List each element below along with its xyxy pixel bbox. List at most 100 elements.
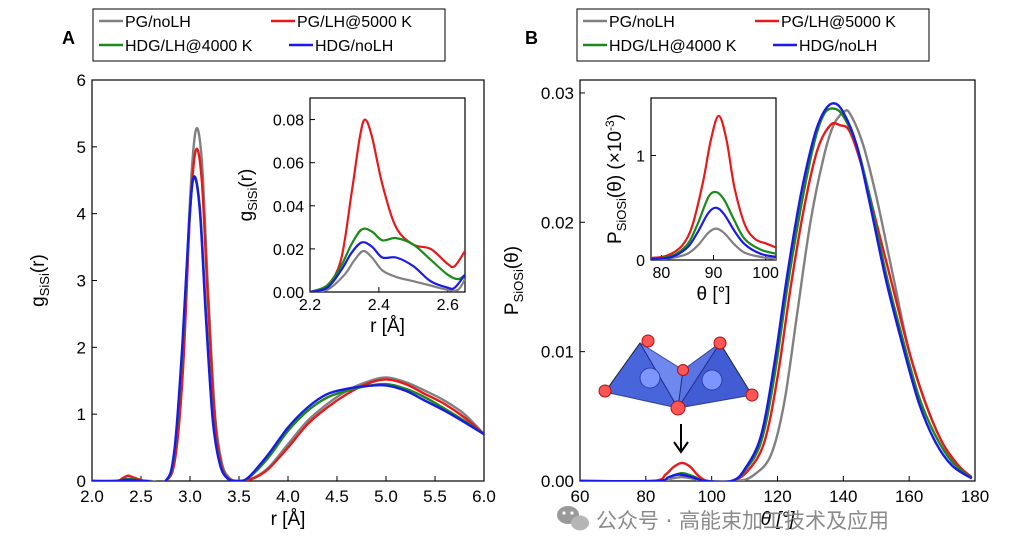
series-line-hdg-lh-4000-k xyxy=(92,175,484,481)
y-tick-label: 6 xyxy=(77,71,86,90)
y-axis-label: PSiOSi(θ) xyxy=(502,246,526,315)
series-group xyxy=(92,127,484,481)
y-axis-label-tail: (r) xyxy=(28,254,49,273)
x-tick-label: 160 xyxy=(895,487,923,506)
plot-a-inset: 2.2 2.4 2.6 0.00 0.02 0.04 0.06 0.08 r [Å] gSiSi(… xyxy=(236,97,466,337)
series-line-pg-lh-5000-k xyxy=(651,114,776,259)
panel-label-b: B xyxy=(525,28,538,48)
oxygen-atom xyxy=(745,388,759,402)
y-axis-label-tail: (θ) xyxy=(502,246,523,269)
y-axis-label-tail: (r) xyxy=(236,169,257,188)
series-line-hdg-lh-4000-k xyxy=(651,190,776,260)
x-tick-label: 2.5 xyxy=(129,487,153,506)
x-tick-label: 60 xyxy=(571,487,590,506)
series-group xyxy=(651,114,776,260)
plot-a-main: 2.0 2.5 3.0 3.5 4.0 4.5 5.0 5.5 6.0 0 1 2 3 4 5 6 r [Å] g… xyxy=(28,71,496,530)
plot-b-inset: 80 90 100 0 1 θ [°] PSiOSi(θ) (×10-3) xyxy=(603,97,779,305)
series-group xyxy=(310,118,465,292)
x-axis-label: θ [°] xyxy=(696,284,730,305)
y-axis-label: PSiOSi(θ) (×10-3) xyxy=(603,114,629,244)
series-line-pg-lh-5000-k xyxy=(310,118,465,292)
y-tick-label: 0.00 xyxy=(541,472,574,491)
y-tick-label: 3 xyxy=(77,272,86,291)
x-tick-label: 3.0 xyxy=(178,487,202,506)
y-axis-label: gSiSi(r) xyxy=(236,169,260,222)
plot-frame xyxy=(650,97,777,261)
oxygen-atom xyxy=(598,384,612,398)
x-tick-label: 4.0 xyxy=(276,487,300,506)
y-tick-label: 0.02 xyxy=(273,242,304,259)
legend-label: HDG/noLH xyxy=(315,38,393,55)
legend-label: HDG/noLH xyxy=(799,38,877,55)
y-tick-label: 0.01 xyxy=(541,343,574,362)
y-tick-label: 0.08 xyxy=(273,113,304,130)
wechat-icon xyxy=(557,506,589,531)
series-line-hdg-nolh xyxy=(651,206,776,260)
y-tick-label: 0.03 xyxy=(541,84,574,103)
x-tick-label: 3.5 xyxy=(227,487,251,506)
series-line-hdg-nolh xyxy=(580,102,973,481)
oxygen-atom xyxy=(641,334,655,348)
x-tick-label: 6.0 xyxy=(472,487,496,506)
watermark: 公众号 · 高能束加工技术及应用 xyxy=(557,506,889,533)
y-tick-label: 0.04 xyxy=(273,199,304,216)
y-axis-label-subscript: SiSi xyxy=(245,188,260,211)
y-tick-label: 0 xyxy=(636,253,645,270)
plot-frame xyxy=(91,79,485,482)
y-axis-label-subscript: SiOSi xyxy=(511,269,526,302)
series-line-pg-nolh xyxy=(310,249,465,292)
x-tick-label: 100 xyxy=(752,265,779,282)
legend-label: HDG/LH@4000 K xyxy=(609,38,737,55)
y-tick-label: 2 xyxy=(77,338,86,357)
panel-label-a: A xyxy=(62,28,75,48)
x-tick-label: 2.2 xyxy=(299,297,321,314)
legend-label: PG/LH@5000 K xyxy=(781,14,896,31)
panel-b: B PG/noLH PG/LH@5000 K HDG/LH@4000 K HDG/no… xyxy=(502,8,989,530)
y-tick-label: 1 xyxy=(636,148,645,165)
bond xyxy=(604,342,641,393)
bond xyxy=(719,342,753,396)
molecule-illustration xyxy=(598,334,759,416)
x-axis-label: θ [°] xyxy=(761,509,795,530)
y-tick-label: 4 xyxy=(77,205,86,224)
y-axis-label-tail: (θ) (×10 xyxy=(605,131,626,198)
x-tick-label: 5.5 xyxy=(423,487,447,506)
y-axis-label-subscript: SiOSi xyxy=(614,198,629,231)
legend-frame xyxy=(92,8,446,62)
y-tick-label: 1 xyxy=(77,405,86,424)
y-tick-label: 0.02 xyxy=(541,213,574,232)
y-axis-label-main: g xyxy=(236,211,257,222)
legend-label: PG/noLH xyxy=(125,14,191,31)
legend-label: HDG/LH@4000 K xyxy=(125,38,253,55)
y-axis-label-main: P xyxy=(502,302,523,315)
x-tick-label: 90 xyxy=(705,265,723,282)
y-tick-label: 0.00 xyxy=(273,285,304,302)
series-group xyxy=(580,102,973,481)
series-line-hdg-nolh xyxy=(92,175,484,481)
x-tick-label: 2.6 xyxy=(437,297,459,314)
y-axis-label-subscript: SiSi xyxy=(37,273,52,296)
legend-b: PG/noLH PG/LH@5000 K HDG/LH@4000 K HDG/noLH xyxy=(576,8,930,62)
x-tick-label: 2.4 xyxy=(368,297,390,314)
x-tick-label: 100 xyxy=(697,487,725,506)
x-tick-label: 80 xyxy=(653,265,671,282)
y-axis-label-exponent: -3 xyxy=(603,120,617,131)
y-axis-label: gSiSi(r) xyxy=(28,254,52,307)
legend-label: PG/noLH xyxy=(609,14,675,31)
series-line-pg-nolh xyxy=(651,227,776,260)
y-tick-label: 5 xyxy=(77,138,86,157)
oxygen-atom-bridging xyxy=(677,364,689,376)
legend-frame xyxy=(576,8,930,62)
y-tick-label: 0.06 xyxy=(273,156,304,173)
panel-a: A PG/noLH PG/LH@5000 K HDG/LH@4000 K HDG/no… xyxy=(28,8,496,530)
legend-a: PG/noLH PG/LH@5000 K HDG/LH@4000 K HDG/noLH xyxy=(92,8,446,62)
silicon-atom-left xyxy=(639,367,661,389)
x-axis-label: r [Å] xyxy=(370,316,405,337)
watermark-text: 公众号 · 高能束加工技术及应用 xyxy=(596,509,889,533)
x-tick-label: 180 xyxy=(961,487,989,506)
x-axis-label: r [Å] xyxy=(271,509,306,530)
down-arrow-icon xyxy=(673,424,689,454)
y-tick-label: 0 xyxy=(77,472,86,491)
